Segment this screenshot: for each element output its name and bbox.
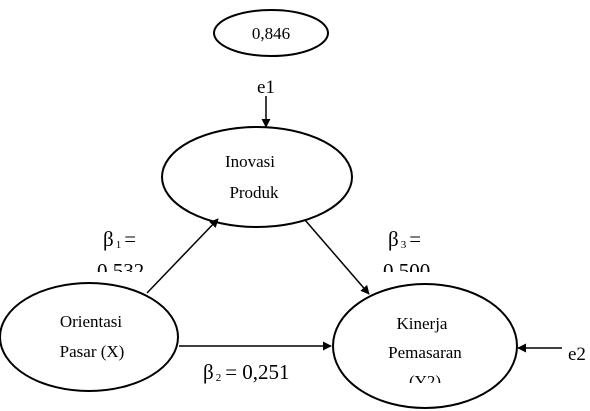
error-value-ellipse [213, 9, 329, 57]
error-value-label: 0,846 [252, 24, 290, 43]
inovasi-produk-line1: Inovasi [225, 152, 275, 171]
arrow-x-to-inovasi [146, 218, 219, 294]
kinerja-pemasaran-ellipse [332, 283, 518, 409]
kinerja-pemasaran-line3: (Y2) [409, 372, 441, 391]
kinerja-pemasaran-line2: Pemasaran [388, 343, 462, 362]
e1-label: e1 [257, 77, 275, 98]
kinerja-pemasaran-line1: Kinerja [397, 314, 448, 333]
orientasi-pasar-line2: Pasar (X) [60, 342, 125, 361]
node-orientasi-pasar: Orientasi Pasar (X) [0, 282, 179, 392]
e2-label: e2 [568, 344, 586, 365]
orientasi-pasar-line1: Orientasi [60, 312, 123, 331]
beta3-coefficient: β 3 = [388, 227, 421, 251]
beta1-value: 0,532 [97, 259, 144, 283]
beta2-label: β 2 = 0,251 [203, 360, 290, 384]
beta3-label: β 3 = 0,500 [383, 227, 430, 283]
beta3-value: 0,500 [383, 259, 430, 283]
node-kinerja-pemasaran: Kinerja Pemasaran (Y2) [332, 283, 518, 409]
inovasi-produk-line2: Produk [229, 183, 279, 202]
arrow-inovasi-to-kinerja [304, 219, 370, 295]
inovasi-produk-ellipse [161, 126, 353, 228]
beta1-coefficient: β 1 = [103, 227, 136, 251]
error-value-node: 0,846 [213, 9, 329, 57]
orientasi-pasar-ellipse [0, 282, 179, 392]
node-inovasi-produk: Inovasi Produk [161, 126, 353, 228]
beta1-label: β 1 = 0,532 [97, 227, 144, 283]
